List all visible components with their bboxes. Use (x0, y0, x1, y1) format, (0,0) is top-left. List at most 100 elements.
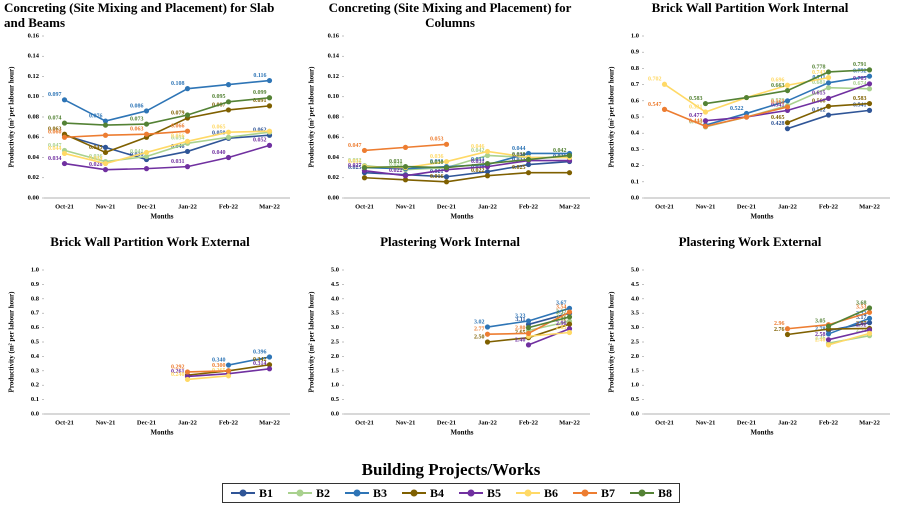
data-label: 0.047 (48, 143, 62, 149)
data-label: 0.073 (130, 116, 144, 122)
data-point (525, 170, 532, 176)
y-tick-label: 0.5 (31, 338, 40, 345)
data-point (266, 142, 273, 148)
data-point (443, 179, 450, 185)
series-line (64, 130, 188, 139)
data-label: 2.46 (815, 336, 826, 342)
series-line (64, 105, 270, 154)
data-point (525, 330, 532, 336)
data-label: 0.097 (48, 92, 62, 98)
data-label: 0.465 (771, 115, 785, 121)
data-point (225, 129, 232, 135)
series-line (528, 331, 570, 338)
data-point (566, 326, 573, 332)
data-point (266, 366, 273, 372)
data-point (184, 164, 191, 170)
data-label: 0.292 (171, 364, 185, 370)
data-point (784, 331, 791, 338)
data-point (661, 81, 668, 87)
x-tick-label: Dec-21 (437, 419, 456, 426)
data-point (484, 160, 491, 167)
x-tick-label: Mar-22 (859, 419, 880, 426)
y-tick-label: 4.0 (331, 295, 339, 302)
legend-label: B6 (543, 485, 558, 500)
data-point (743, 110, 750, 117)
y-tick-label: 1.0 (631, 32, 639, 39)
x-tick-label: Mar-22 (559, 419, 580, 426)
data-point (102, 149, 109, 156)
data-label: 0.028 (389, 162, 403, 168)
data-point (825, 103, 832, 109)
x-tick-label: Jan-22 (478, 419, 497, 426)
data-point (825, 95, 832, 101)
series-line (64, 134, 270, 161)
data-label: 3.37 (556, 309, 567, 315)
data-label: 0.028 (89, 162, 103, 168)
y-tick-label: 0.08 (28, 113, 40, 120)
data-point (525, 318, 532, 324)
chart: 0.0 0.5 1.0 1.5 2.0 2.5 3.0 3.5 4.0 4.5 5.0 Oct-21 N… (308, 266, 590, 437)
data-point (484, 173, 491, 179)
data-label: 0.025 (512, 165, 526, 171)
data-label: 0.034 (48, 156, 62, 162)
legend-swatch (287, 489, 312, 497)
legend-swatch (458, 489, 483, 497)
data-label: 0.778 (812, 64, 826, 70)
x-tick-label: Nov-21 (96, 419, 116, 426)
data-point (525, 161, 532, 168)
legend-item: B8 (629, 486, 672, 501)
data-point (361, 175, 368, 181)
data-label: 0.042 (553, 148, 567, 154)
data-label: 0.031 (389, 159, 403, 165)
data-label: 0.541 (853, 103, 867, 109)
legend-label: B3 (372, 485, 387, 500)
series-line (64, 96, 270, 126)
data-label: 0.074 (48, 115, 62, 121)
x-tick-label: Dec-21 (437, 203, 456, 210)
legend-item: B5 (458, 486, 501, 501)
data-point (143, 131, 150, 137)
data-point (566, 309, 573, 315)
series-line (228, 356, 270, 366)
data-label: 0.062 (253, 128, 267, 134)
data-point (184, 148, 191, 155)
data-label: 0.079 (171, 110, 185, 116)
data-point (825, 323, 832, 329)
chart-title: Brick Wall Partition Work External (50, 234, 250, 249)
y-tick-label: 0.0 (31, 410, 39, 417)
chart-title: Brick Wall Partition Work Internal (651, 0, 849, 15)
chart-panel: 0.00 0.02 0.04 0.06 0.08 0.10 0.12 0.14 0.16 Oct-… (300, 0, 600, 232)
data-point (866, 73, 873, 79)
data-point (184, 376, 191, 383)
chart-title: Plastering Work External (678, 234, 822, 249)
y-axis-label: Productivity (m³ per labour hour) (8, 66, 16, 168)
legend-label: B1 (258, 485, 273, 500)
data-label: 0.705 (853, 76, 867, 82)
y-axis-label: Productivity (m² per labour hour) (308, 291, 316, 393)
data-label: 2.83 (556, 325, 567, 331)
data-point (825, 337, 832, 343)
data-label: 0.052 (253, 138, 267, 144)
legend-swatch (572, 489, 597, 497)
data-label: 0.030 (430, 160, 444, 166)
data-label: 0.428 (771, 121, 785, 127)
data-label: 0.044 (512, 146, 526, 152)
data-point (484, 339, 491, 345)
data-point (225, 362, 232, 368)
legend-swatch (230, 489, 255, 497)
y-tick-label: 3.5 (331, 310, 340, 317)
data-point (866, 86, 873, 92)
data-label: 2.76 (774, 327, 785, 333)
data-point (866, 320, 873, 326)
legend-item: B4 (401, 486, 444, 501)
series-line (828, 329, 870, 341)
data-point (225, 107, 232, 113)
chart: 0.0 0.5 1.0 1.5 2.0 2.5 3.0 3.5 4.0 4.5 5.0 Oct-21 N… (608, 266, 890, 437)
y-tick-label: 0.8 (31, 295, 40, 302)
data-label: 0.027 (348, 163, 362, 169)
y-tick-label: 0.4 (631, 130, 640, 137)
y-tick-label: 5.0 (631, 266, 639, 273)
data-point (566, 314, 573, 320)
x-tick-label: Mar-22 (259, 419, 280, 426)
data-label: 0.021 (430, 169, 444, 175)
